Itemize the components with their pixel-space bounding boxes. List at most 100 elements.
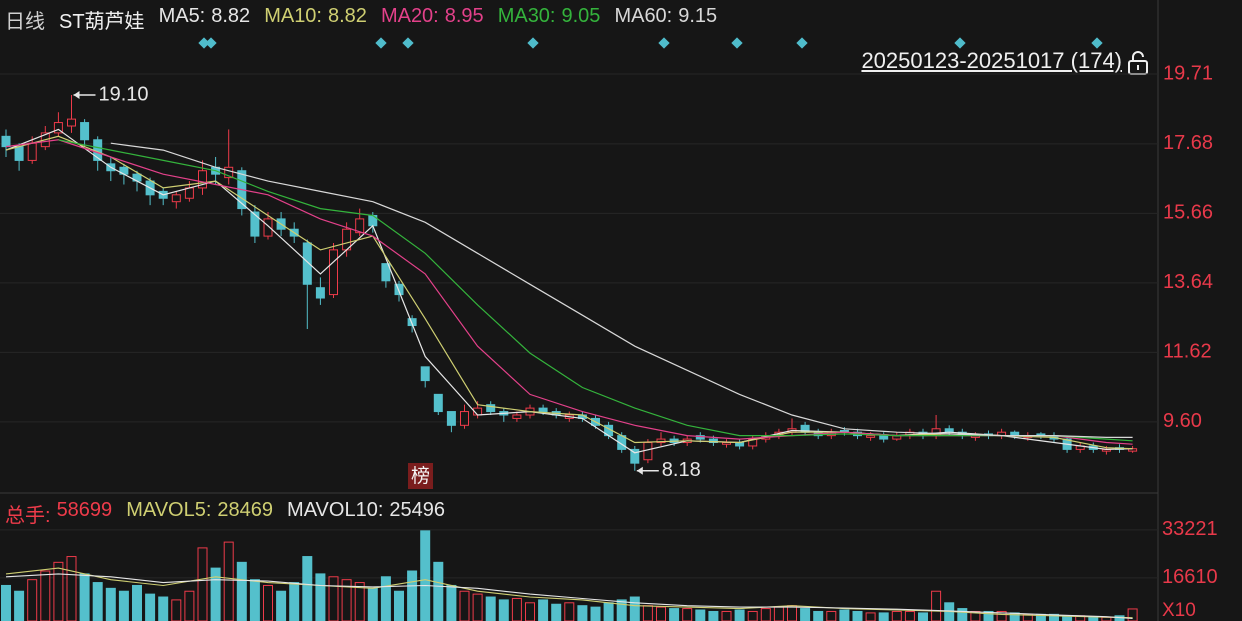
event-marker[interactable] bbox=[205, 37, 217, 49]
volume-bar bbox=[197, 547, 208, 621]
unit-label: X10 bbox=[1162, 600, 1196, 621]
annotation-arrowhead bbox=[636, 466, 643, 475]
volume-bar bbox=[498, 599, 509, 621]
volume-header: 总手: 58699 MAVOL5: 28469 MAVOL10: 25496 bbox=[5, 499, 445, 528]
volume-bar bbox=[105, 587, 116, 621]
volume-bar bbox=[878, 612, 889, 621]
volume-bar bbox=[642, 605, 653, 621]
y-tick-label: 15.66 bbox=[1163, 202, 1213, 224]
ma-line bbox=[5, 128, 1133, 454]
period[interactable]: 日线 bbox=[5, 11, 45, 33]
ma-line bbox=[110, 142, 1133, 438]
y-tick-label: 17.68 bbox=[1163, 132, 1213, 154]
event-marker[interactable] bbox=[731, 37, 743, 49]
volume-bar bbox=[577, 605, 588, 621]
event-marker[interactable] bbox=[375, 37, 387, 49]
volume-bar bbox=[341, 579, 352, 621]
volume-bar bbox=[721, 610, 732, 621]
y-tick-label: 9.60 bbox=[1163, 410, 1202, 432]
volume-bar bbox=[616, 599, 627, 621]
legend-name: MAVOL10: bbox=[287, 499, 384, 521]
volume-bar bbox=[132, 584, 142, 621]
event-marker[interactable] bbox=[1091, 37, 1103, 49]
volume-bar bbox=[367, 587, 378, 621]
legend-value: 8.82 bbox=[328, 5, 367, 27]
volume-bar bbox=[302, 556, 313, 621]
volume-bar bbox=[865, 612, 876, 621]
annotation-label: 8.18 bbox=[662, 459, 701, 481]
volume-bar bbox=[40, 570, 51, 621]
volume-bar bbox=[826, 610, 837, 621]
event-marker[interactable] bbox=[658, 37, 670, 49]
volume-bar bbox=[564, 602, 575, 621]
y-tick-label: 16610 bbox=[1162, 566, 1218, 588]
volume-bar bbox=[1088, 616, 1099, 621]
candle-body bbox=[486, 404, 496, 413]
candle-body bbox=[27, 142, 37, 161]
volume-bar bbox=[760, 608, 771, 621]
date-range[interactable]: 20250123-20251017 (174) bbox=[861, 48, 1122, 73]
volume-bar bbox=[996, 610, 1007, 621]
stock-name[interactable]: ST葫芦娃 bbox=[59, 11, 145, 33]
candle-body bbox=[263, 218, 273, 237]
candle-body bbox=[329, 249, 338, 296]
y-tick-label: 19.71 bbox=[1163, 62, 1213, 84]
candle-body bbox=[394, 283, 404, 296]
candle-body bbox=[722, 442, 731, 445]
event-marker[interactable] bbox=[796, 37, 808, 49]
y-tick-label: 11.62 bbox=[1163, 341, 1212, 363]
volume-bar bbox=[1127, 608, 1138, 621]
volume-bar bbox=[511, 597, 522, 621]
volume-bar bbox=[236, 561, 247, 621]
legend-value: 9.15 bbox=[678, 5, 718, 27]
volume-bar bbox=[839, 609, 850, 621]
event-marker[interactable] bbox=[198, 37, 210, 49]
candle-body bbox=[315, 287, 325, 299]
candle-body bbox=[80, 122, 90, 141]
event-marker[interactable] bbox=[954, 37, 966, 49]
volume-bar bbox=[485, 596, 496, 621]
candle-body bbox=[879, 435, 889, 440]
volume-bar bbox=[813, 610, 824, 621]
candle-body bbox=[171, 194, 181, 203]
volume-bar bbox=[27, 579, 38, 621]
candle-body bbox=[446, 411, 456, 426]
volume-bar bbox=[328, 576, 339, 621]
candle-body bbox=[407, 318, 417, 327]
volume-bar bbox=[682, 608, 693, 621]
volume-bar bbox=[276, 590, 287, 621]
volume-bar bbox=[145, 593, 156, 621]
candle-body bbox=[250, 211, 260, 237]
volume-value: 58699 bbox=[56, 499, 113, 521]
candle-body bbox=[302, 242, 312, 285]
volume-bar bbox=[53, 561, 64, 621]
volume-bar bbox=[656, 606, 666, 621]
volume-bar bbox=[184, 590, 195, 621]
volume-bar bbox=[983, 610, 994, 621]
annotation-label: 19.10 bbox=[99, 83, 149, 105]
legend-name: MA60: bbox=[614, 5, 673, 27]
volume-bar bbox=[957, 608, 968, 621]
badge[interactable]: 榜 bbox=[411, 465, 430, 487]
volume-ma-line bbox=[5, 573, 1133, 620]
volume-bar bbox=[433, 561, 444, 621]
y-tick-label: 13.64 bbox=[1163, 271, 1213, 293]
candle-body bbox=[433, 393, 443, 413]
price-axis: 9.60 11.62 13.64 15.66 17.68 19.71 bbox=[0, 62, 1213, 432]
volume-bar bbox=[551, 603, 562, 621]
volume-bar bbox=[354, 582, 365, 621]
candle-body bbox=[643, 442, 653, 461]
volume-bar bbox=[747, 610, 758, 621]
event-marker[interactable] bbox=[527, 37, 539, 49]
event-marker[interactable] bbox=[402, 37, 414, 49]
volume-bar bbox=[787, 605, 797, 621]
candle-body bbox=[866, 435, 876, 438]
volume-bar bbox=[891, 610, 902, 621]
annotation-arrowhead bbox=[73, 91, 80, 100]
volume-bar bbox=[66, 556, 77, 621]
volume-bar bbox=[1, 584, 11, 621]
volume-bar bbox=[472, 593, 483, 621]
volume-bar bbox=[773, 606, 784, 621]
legend-value: 28469 bbox=[217, 499, 274, 521]
